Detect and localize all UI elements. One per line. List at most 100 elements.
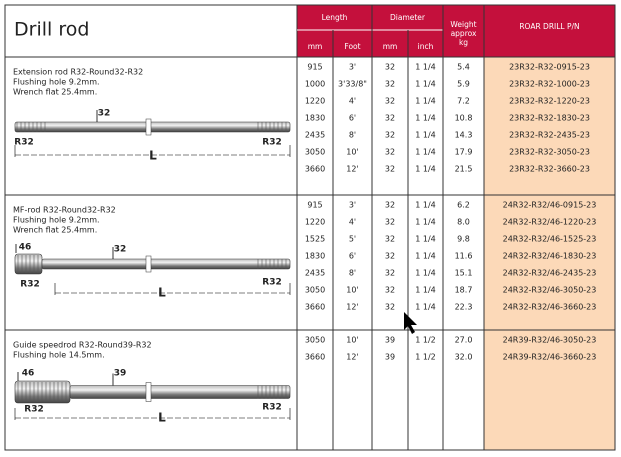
text: 32 [385, 97, 395, 106]
text: 1 1/4 [415, 269, 436, 278]
text: 1 1/2 [415, 336, 436, 345]
text: 24R32-R32/46-0915-23 [503, 201, 597, 210]
text: Wrench flat 25.4mm. [13, 226, 97, 235]
text: 6' [349, 114, 356, 123]
text: 32 [385, 269, 395, 278]
text: 18.7 [455, 286, 473, 295]
text: 23R32-R32-2435-23 [509, 131, 590, 140]
text: 4' [349, 97, 356, 106]
text: 32 [385, 286, 395, 295]
break [145, 118, 152, 136]
text: Flushing hole 9.2mm. [13, 216, 100, 225]
text: mm [308, 42, 323, 51]
drawing-label: L [158, 286, 166, 300]
text: 8' [349, 269, 356, 278]
text: 32 [385, 131, 395, 140]
text: 3660 [305, 303, 325, 312]
text: 1 1/4 [415, 201, 436, 210]
text: 915 [307, 201, 322, 210]
text: 1 1/4 [415, 218, 436, 227]
text: 12' [346, 165, 358, 174]
text: 3050 [305, 148, 325, 157]
text: 39 [385, 336, 395, 345]
grid [4, 4, 616, 451]
text: Flushing hole 14.5mm. [13, 351, 105, 360]
break [145, 382, 152, 402]
text: 23R32-R32-1220-23 [509, 97, 590, 106]
text: 32 [385, 218, 395, 227]
text: 3' [349, 63, 356, 72]
text: 12' [346, 353, 358, 362]
text: 3050 [305, 336, 325, 345]
text: 32 [385, 201, 395, 210]
text: 21.5 [455, 165, 473, 174]
text: Length [322, 13, 348, 22]
text: 3'33/8" [338, 80, 367, 89]
text: 1000 [305, 80, 325, 89]
header-band [297, 5, 615, 57]
text: 3' [349, 201, 356, 210]
text: 8.0 [457, 218, 470, 227]
text: 3660 [305, 353, 325, 362]
text: 24R32-R32/46-3050-23 [503, 286, 597, 295]
text: 1 1/4 [415, 131, 436, 140]
text: approx [451, 29, 477, 38]
drawing-label: R32 [262, 138, 281, 148]
text: 23R32-R32-1000-23 [509, 80, 590, 89]
text: 32 [385, 303, 395, 312]
text: Extension rod R32-Round32-R32 [13, 68, 143, 77]
text: 9.8 [457, 235, 470, 244]
rod-body [41, 258, 291, 270]
text: 4' [349, 218, 356, 227]
text: Weight [450, 20, 476, 29]
drawing-label: R32 [262, 278, 281, 288]
text: 24R32-R32/46-1525-23 [503, 235, 597, 244]
text: 14.3 [455, 131, 473, 140]
text: 1 1/4 [415, 252, 436, 261]
text: 1830 [305, 114, 325, 123]
text: 915 [307, 63, 322, 72]
text: 27.0 [455, 336, 473, 345]
drawing-label: R32 [20, 280, 39, 290]
text: 1830 [305, 252, 325, 261]
pn-column-bg [484, 57, 615, 450]
text: 1 1/4 [415, 114, 436, 123]
text: Guide speedrod R32-Round39-R32 [13, 341, 152, 350]
text: 32 [385, 235, 395, 244]
mouse-cursor [404, 312, 417, 334]
text: Wrench flat 25.4mm. [13, 88, 97, 97]
text: 6' [349, 252, 356, 261]
text: 1 1/4 [415, 63, 436, 72]
text: mm [383, 42, 398, 51]
text: 1220 [305, 218, 325, 227]
drawing-label: 32 [98, 109, 111, 119]
drawing-label: L [158, 411, 166, 425]
text: 24R39-R32/46-3660-23 [503, 353, 597, 362]
text: Foot [344, 42, 360, 51]
text: 5' [349, 235, 356, 244]
text: 32 [385, 114, 395, 123]
break [145, 255, 152, 273]
text: 23R32-R32-0915-23 [509, 63, 590, 72]
text: Diameter [390, 13, 426, 22]
text: 23R32-R32-3660-23 [509, 165, 590, 174]
text: 1220 [305, 97, 325, 106]
text: 24R32-R32/46-1830-23 [503, 252, 597, 261]
text: 10.8 [455, 114, 473, 123]
text: 5.4 [457, 63, 470, 72]
rod-body [14, 121, 291, 133]
text: 6.2 [457, 201, 470, 210]
text: 1 1/4 [415, 286, 436, 295]
text: 12' [346, 303, 358, 312]
text: 11.6 [455, 252, 473, 261]
drawing-label: R32 [262, 403, 281, 413]
text: 2435 [305, 131, 325, 140]
text: 7.2 [457, 97, 470, 106]
title: Drill rod [14, 19, 89, 41]
drawing-label: L [149, 149, 157, 163]
text: 10' [346, 286, 358, 295]
drawing-label: 32 [114, 245, 127, 255]
text: 32.0 [455, 353, 473, 362]
text: 23R32-R32-1830-23 [509, 114, 590, 123]
